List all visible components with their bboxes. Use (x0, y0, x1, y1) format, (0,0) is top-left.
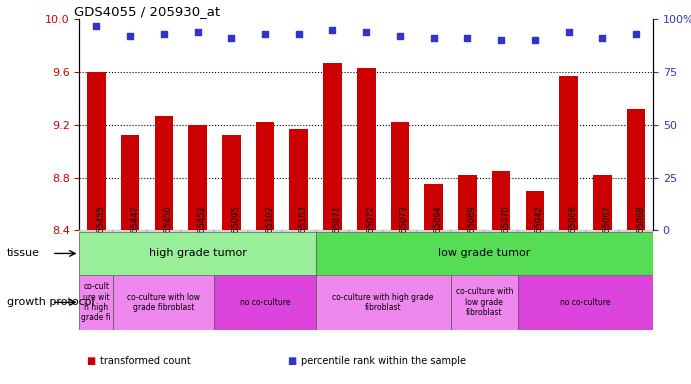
Text: GSM665071: GSM665071 (332, 205, 341, 256)
Bar (552, 230, 585, 232)
Bar (248, 230, 282, 232)
Bar (323, 63, 342, 230)
Text: GSM665066: GSM665066 (569, 205, 578, 256)
Bar (316, 275, 451, 330)
Point (293, 31, 304, 37)
Point (361, 29, 372, 35)
Text: GSM665102: GSM665102 (265, 205, 274, 256)
Text: ■: ■ (287, 356, 296, 366)
Text: co-culture with high grade
fibroblast: co-culture with high grade fibroblast (332, 293, 434, 312)
Text: GSM665069: GSM665069 (467, 205, 476, 256)
Text: GSM665452: GSM665452 (198, 205, 207, 256)
Bar (390, 122, 409, 230)
Point (597, 35, 608, 41)
Point (91, 23, 102, 29)
Text: GSM665072: GSM665072 (366, 205, 375, 256)
Text: GSM665455: GSM665455 (96, 205, 105, 256)
Text: GSM665042: GSM665042 (535, 205, 544, 256)
Bar (518, 230, 552, 232)
Bar (518, 275, 653, 330)
Point (226, 35, 237, 41)
Bar (113, 230, 147, 232)
Text: percentile rank within the sample: percentile rank within the sample (301, 356, 466, 366)
Bar (417, 230, 451, 232)
Text: no co-culture: no co-culture (560, 298, 611, 307)
Bar (188, 125, 207, 230)
Bar (79, 275, 113, 330)
Bar (357, 68, 375, 230)
Bar (451, 230, 484, 232)
Bar (256, 122, 274, 230)
Text: co-culture with low
grade fibroblast: co-culture with low grade fibroblast (127, 293, 200, 312)
Bar (350, 230, 383, 232)
Bar (560, 76, 578, 230)
Text: growth protocol: growth protocol (7, 297, 95, 308)
Bar (87, 72, 106, 230)
Bar (424, 184, 443, 230)
Bar (484, 230, 518, 232)
Bar (113, 275, 214, 330)
Text: tissue: tissue (7, 248, 40, 258)
Text: high grade tumor: high grade tumor (149, 248, 247, 258)
Text: GSM665073: GSM665073 (400, 205, 409, 256)
Point (462, 35, 473, 41)
Bar (316, 230, 350, 232)
Text: GSM665103: GSM665103 (299, 205, 307, 256)
Bar (155, 116, 173, 230)
Point (192, 29, 203, 35)
Bar (214, 230, 248, 232)
Bar (282, 230, 316, 232)
Text: GDS4055 / 205930_at: GDS4055 / 205930_at (74, 5, 220, 18)
Text: ■: ■ (86, 356, 95, 366)
Bar (147, 230, 180, 232)
Text: no co-culture: no co-culture (240, 298, 290, 307)
Point (260, 31, 271, 37)
Point (563, 29, 574, 35)
Text: GSM665094: GSM665094 (434, 205, 443, 256)
Bar (593, 175, 612, 230)
Bar (619, 230, 653, 232)
Point (529, 37, 540, 43)
Bar (121, 136, 140, 230)
Text: GSM665450: GSM665450 (164, 205, 173, 256)
Point (428, 35, 439, 41)
Bar (526, 191, 545, 230)
Text: co-culture with
low grade
fibroblast: co-culture with low grade fibroblast (455, 288, 513, 317)
Bar (222, 136, 240, 230)
Text: GSM665068: GSM665068 (636, 205, 645, 256)
Text: low grade tumor: low grade tumor (438, 248, 531, 258)
Bar (316, 232, 653, 275)
Point (495, 37, 507, 43)
Point (631, 31, 642, 37)
Bar (458, 175, 477, 230)
Bar (585, 230, 619, 232)
Bar (492, 171, 511, 230)
Bar (383, 230, 417, 232)
Text: GSM665067: GSM665067 (603, 205, 612, 256)
Text: GSM665070: GSM665070 (501, 205, 510, 256)
Bar (180, 230, 214, 232)
Point (158, 31, 169, 37)
Point (395, 33, 406, 39)
Bar (79, 230, 113, 232)
Bar (451, 275, 518, 330)
Text: GSM665095: GSM665095 (231, 205, 240, 256)
Point (124, 33, 135, 39)
Bar (290, 129, 308, 230)
Text: transformed count: transformed count (100, 356, 191, 366)
Bar (214, 275, 316, 330)
Point (327, 27, 338, 33)
Text: GSM665447: GSM665447 (130, 205, 139, 256)
Bar (79, 232, 316, 275)
Text: co-cult
ure wit
h high
grade fi: co-cult ure wit h high grade fi (82, 282, 111, 323)
Bar (627, 109, 645, 230)
